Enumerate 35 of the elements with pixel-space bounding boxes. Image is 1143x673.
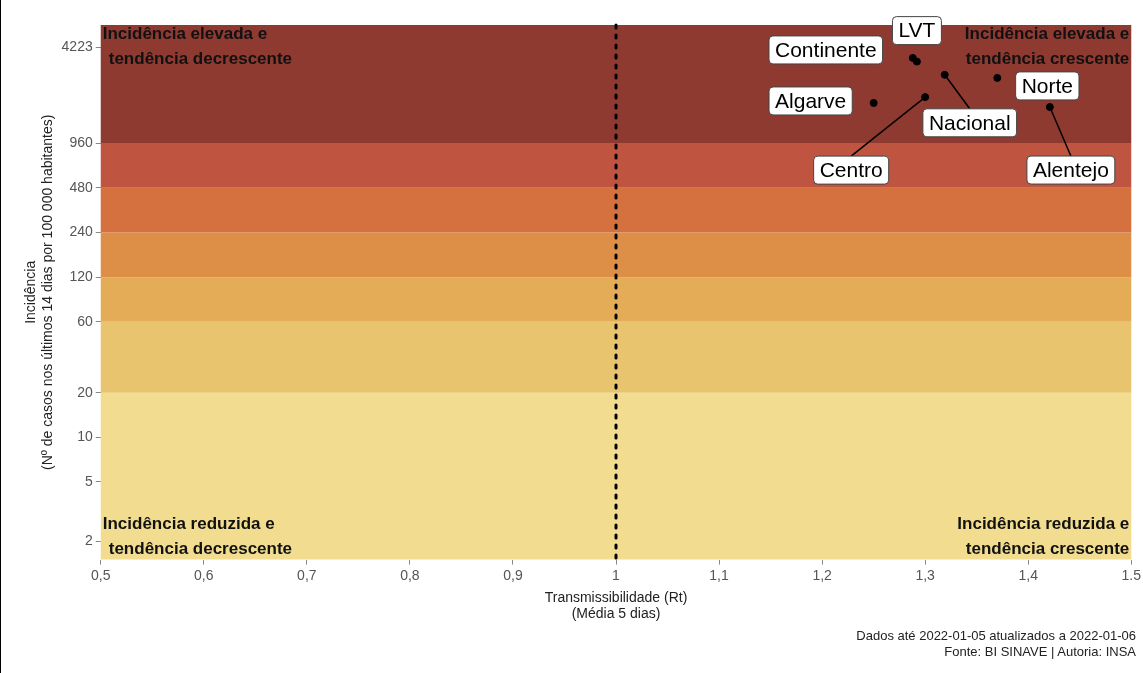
y-tick-label: 60 [77,312,93,329]
x-tick-label: 0,6 [194,566,214,583]
y-axis-title: Incidência (Nº de casos nos últimos 14 dias por 100 000 habitantes) [22,114,56,470]
annotation: Incidência elevada e tendência crescente [964,24,1130,68]
x-tick-label: 0,9 [503,566,523,583]
y-tick-label: 10 [77,428,93,445]
y-tick-label: 240 [69,223,93,240]
annotation: LVT [898,18,936,42]
annotation: Nacional [928,110,1011,134]
text: Dados até 2022-01-05 atualizados a 2022-01-06 Fonte: BI SINAVE | Autoria: INSA [856,628,1136,660]
x-tick-label: 1,3 [915,566,936,583]
x-tick-label: 1,1 [709,566,729,583]
y-tick-label: 4223 [61,38,93,55]
y-tick-label: 20 [77,383,93,400]
y-tick-label: 2 [84,531,93,548]
annotation: Incidência reduzida e tendência crescente [957,513,1130,558]
y-tick-label: 960 [69,133,93,150]
y-tick-label: 120 [69,268,93,285]
annotation: Incidência elevada e tendência decrescente [102,24,293,68]
annotation: Continente [775,37,877,61]
annotation: Alentejo [1032,157,1109,181]
x-axis-title: Transmissibilidade (Rt) (Média 5 dias) [544,588,688,622]
x-tick-label: 1,4 [1018,566,1039,583]
x-tick-label: 1,2 [812,566,833,583]
x-tick-label: 0,5 [91,566,111,583]
annotation: Centro [819,157,883,181]
y-tick-label: 480 [69,178,93,195]
annotation: Norte [1021,73,1073,97]
x-tick-label: 1.5 [1121,566,1142,583]
annotation: Incidência reduzida e tendência decrescente [102,513,293,558]
x-tick-label: 1 [612,566,621,583]
x-tick-label: 0,8 [400,566,420,583]
x-tick-label: 0,7 [297,566,317,583]
annotation: Algarve [775,88,847,112]
y-tick-label: 5 [84,472,93,489]
